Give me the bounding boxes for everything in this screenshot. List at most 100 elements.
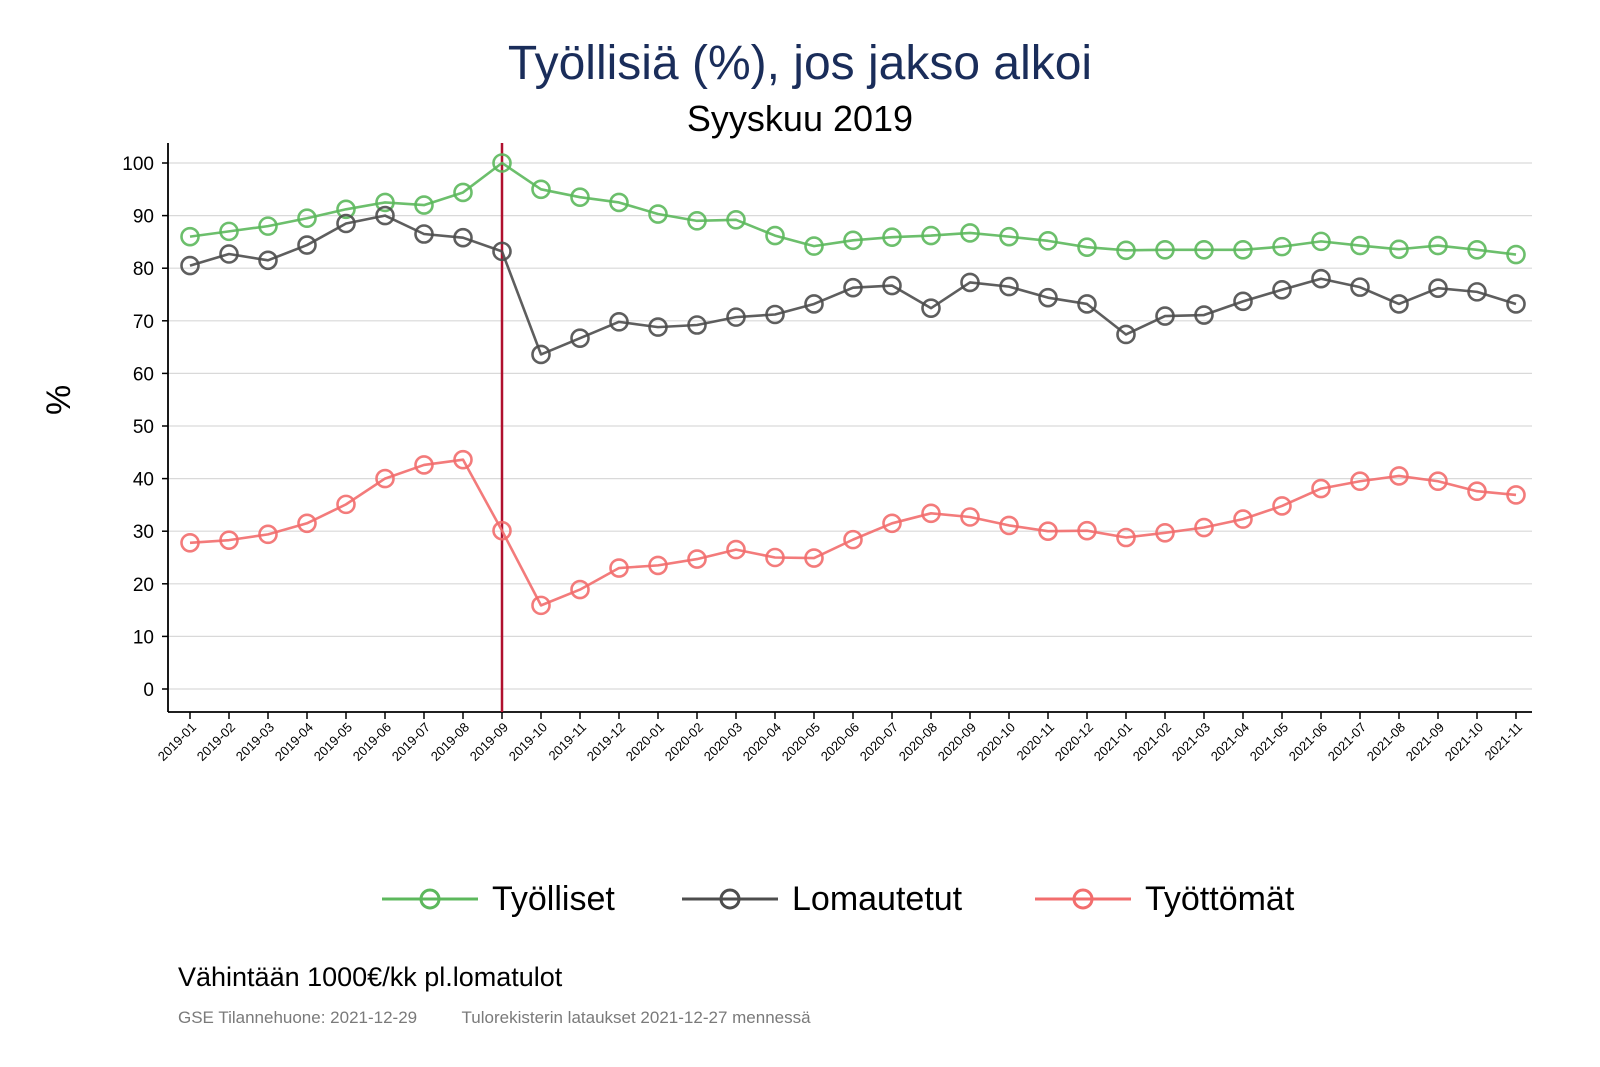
x-tick-label: 2021-01 (1091, 720, 1135, 764)
data-point (609, 558, 629, 578)
data-point (804, 236, 824, 256)
data-point (648, 204, 668, 224)
data-point (960, 223, 980, 243)
data-point (648, 555, 668, 576)
data-point (297, 513, 317, 534)
series-line-1 (189, 214, 1517, 356)
x-tick-label: 2020-12 (1052, 720, 1096, 764)
data-point (1155, 306, 1175, 326)
data-point (336, 494, 356, 515)
legend-marker (382, 888, 478, 910)
data-point (336, 213, 356, 234)
series-line-2 (189, 458, 1517, 607)
data-point (843, 277, 863, 298)
data-point (375, 192, 395, 213)
data-point (414, 455, 434, 475)
data-point (882, 513, 902, 534)
data-point (1389, 239, 1409, 260)
data-point (726, 210, 746, 230)
data-point (1311, 478, 1331, 499)
data-point (258, 524, 278, 545)
data-point (531, 595, 551, 616)
x-tick-label: 2020-09 (935, 720, 979, 764)
data-point (609, 312, 629, 332)
data-point (219, 221, 239, 242)
x-tick-label: 2020-05 (779, 720, 823, 764)
data-point (453, 182, 473, 203)
data-point (1467, 239, 1487, 260)
footer-source: GSE Tilannehuone: 2021-12-29 (178, 1008, 418, 1027)
y-tick-label: 10 (133, 627, 154, 648)
data-point (921, 225, 941, 246)
y-tick-label: 90 (133, 207, 154, 228)
data-point (1467, 282, 1487, 302)
x-tick-label: 2021-03 (1169, 720, 1213, 764)
data-point (1272, 236, 1292, 257)
data-point (1194, 239, 1214, 260)
data-point (1506, 244, 1526, 265)
data-point (1311, 231, 1331, 252)
x-tick-label: 2019-07 (389, 720, 433, 764)
data-point (297, 208, 317, 229)
footer-data-date: Tulorekisterin lataukset 2021-12-27 menn… (461, 1008, 811, 1027)
data-point (1038, 231, 1058, 251)
data-point (609, 192, 629, 213)
data-point (1233, 239, 1253, 260)
data-point (960, 507, 980, 527)
legend-label: Lomautetut (792, 879, 963, 918)
y-tick-label: 40 (133, 470, 154, 491)
data-point (1428, 471, 1448, 492)
data-point (882, 227, 902, 247)
data-point (1077, 520, 1097, 541)
data-point (1428, 278, 1448, 298)
legend-marker (1035, 888, 1131, 910)
legend-label: Työlliset (492, 879, 615, 918)
data-point (453, 449, 473, 470)
data-point (1038, 521, 1058, 542)
chart-note: Vähintään 1000€/kk pl.lomatulot (178, 962, 563, 992)
x-tick-label: 2021-04 (1208, 720, 1252, 764)
x-tick-label: 2019-09 (467, 720, 511, 764)
data-point (921, 503, 941, 524)
legend-item-tyottomat: Työttömät (1033, 874, 1294, 924)
data-point (219, 530, 239, 550)
x-tick-label: 2021-11 (1481, 720, 1525, 764)
data-point (570, 579, 590, 600)
data-point (882, 275, 902, 296)
data-point (180, 532, 200, 553)
chart-footer: GSE Tilannehuone: 2021-12-29 Tulorekiste… (178, 1008, 851, 1028)
x-tick-label: 2019-08 (428, 720, 472, 764)
x-tick-label: 2019-03 (233, 720, 277, 764)
x-tick-label: 2019-01 (155, 720, 199, 764)
data-point (1155, 522, 1175, 543)
x-tick-label: 2020-04 (740, 720, 784, 764)
data-point (531, 179, 551, 200)
legend-label: Työttömät (1145, 879, 1295, 918)
x-tick-label: 2019-04 (272, 720, 316, 764)
data-point (336, 199, 356, 220)
data-point (1389, 294, 1409, 314)
x-tick-label: 2020-11 (1013, 720, 1057, 764)
data-point (1350, 235, 1370, 256)
x-tick-label: 2021-09 (1403, 720, 1447, 764)
x-tick-label: 2021-02 (1130, 720, 1174, 764)
data-point (531, 344, 551, 365)
x-tick-label: 2019-02 (194, 720, 238, 764)
data-point (1233, 291, 1253, 312)
y-tick-label: 30 (133, 522, 154, 543)
x-tick-label: 2020-06 (818, 720, 862, 764)
data-point (843, 529, 863, 550)
x-tick-label: 2020-02 (662, 720, 706, 764)
data-point (1194, 305, 1214, 325)
x-tick-label: 2019-11 (545, 720, 589, 764)
data-point (804, 294, 824, 314)
data-point (414, 195, 434, 215)
y-tick-label: 0 (143, 680, 154, 701)
data-point (219, 244, 239, 264)
data-point (453, 227, 473, 248)
data-point (1350, 471, 1370, 492)
data-point (843, 230, 863, 251)
data-point (999, 515, 1019, 536)
x-tick-label: 2019-12 (584, 720, 628, 764)
data-point (297, 235, 317, 255)
